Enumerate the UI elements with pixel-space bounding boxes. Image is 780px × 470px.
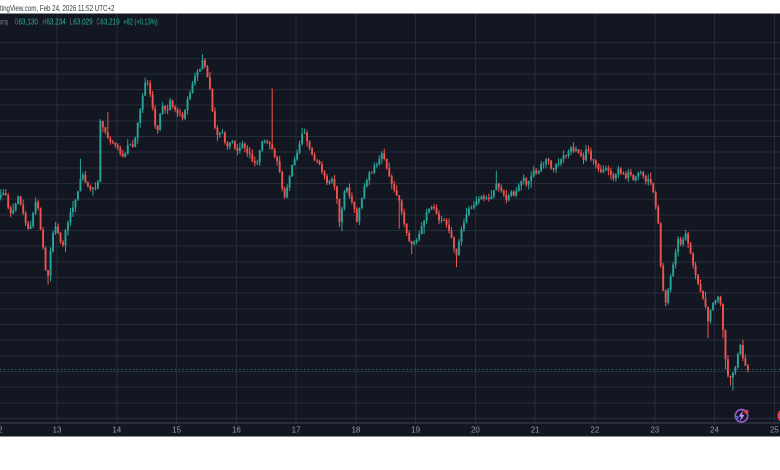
svg-text:63,130: 63,130 — [19, 17, 39, 26]
svg-text:63,234: 63,234 — [46, 17, 66, 26]
svg-text:18: 18 — [351, 426, 360, 435]
svg-text:13: 13 — [53, 426, 62, 435]
svg-text:23: 23 — [650, 426, 659, 435]
svg-text:17: 17 — [292, 426, 301, 435]
svg-text:63,029: 63,029 — [73, 17, 92, 26]
svg-text:19: 19 — [411, 426, 420, 435]
svg-text:O: O — [15, 17, 18, 26]
svg-text:22: 22 — [591, 426, 600, 435]
svg-text:20: 20 — [471, 426, 480, 435]
svg-text:63,219: 63,219 — [100, 17, 119, 26]
svg-text:L: L — [70, 17, 73, 26]
svg-text:14: 14 — [112, 426, 121, 435]
svg-text:24: 24 — [710, 426, 719, 435]
svg-text:+82 (+0.13%): +82 (+0.13%) — [123, 17, 158, 26]
svg-text:tingView.com, Feb 24, 2026 11:: tingView.com, Feb 24, 2026 11:52 UTC+2 — [0, 4, 115, 13]
svg-text:16: 16 — [232, 426, 241, 435]
svg-text:25: 25 — [770, 426, 779, 435]
svg-text:21: 21 — [531, 426, 540, 435]
svg-text:amp: amp — [0, 17, 9, 26]
svg-text:12: 12 — [0, 426, 3, 435]
svg-text:15: 15 — [172, 426, 181, 435]
svg-text:H: H — [43, 17, 46, 26]
svg-text:C: C — [97, 17, 101, 26]
